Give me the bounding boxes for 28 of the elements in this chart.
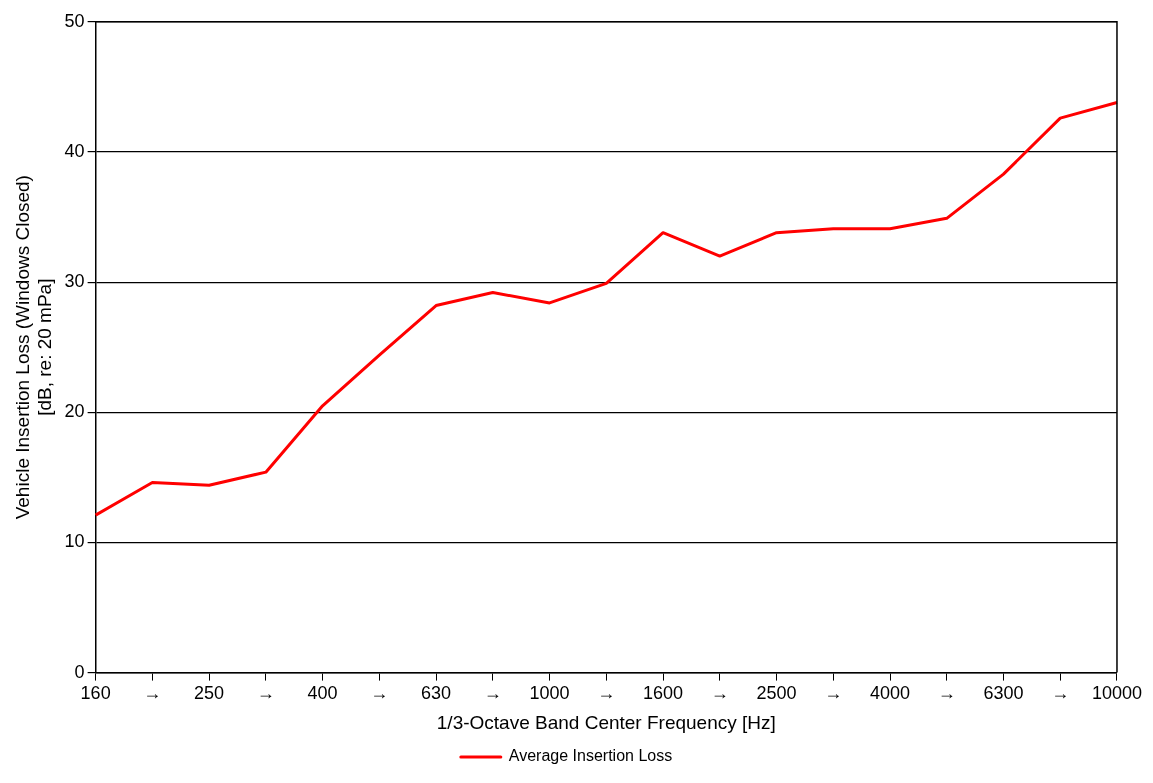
x-tick-label: 250 (194, 683, 225, 704)
y-tick-label: 20 (64, 401, 85, 422)
x-tick-label: → (483, 683, 502, 704)
x-tick-label: → (824, 683, 843, 704)
x-tick-label: → (1051, 683, 1070, 704)
y-tick-label: 40 (64, 140, 85, 161)
y-tick-label: 10 (64, 531, 85, 552)
x-tick-label: 4000 (869, 683, 911, 704)
x-tick-label: → (710, 683, 729, 704)
y-tick-label: 50 (64, 10, 85, 31)
x-tick-label: 1600 (643, 683, 684, 704)
x-tick-label: → (597, 683, 616, 704)
x-tick-label: → (937, 683, 956, 704)
x-tick-label: → (370, 683, 389, 704)
x-tick-label: 400 (307, 683, 338, 704)
x-tick-label: 630 (421, 683, 452, 704)
x-tick-label: → (256, 683, 275, 704)
x-tick-label: 160 (80, 683, 111, 704)
x-tick-label: 1000 (529, 683, 570, 704)
y-tick-label: 0 (74, 661, 85, 682)
x-tick-label: 2500 (756, 683, 797, 704)
legend-label: Average Insertion Loss (508, 747, 673, 765)
y-axis-title: Vehicle Insertion Loss (Windows Closed) [dB, re: 20 mPa] (11, 175, 56, 520)
y-tick-label: 30 (64, 271, 85, 292)
x-tick-label: → (143, 683, 162, 704)
x-axis-title: 1/3-Octave Band Center Frequency [Hz] (436, 711, 776, 733)
x-tick-label: 10000 (1091, 683, 1142, 704)
x-tick-label: 6300 (983, 683, 1024, 704)
